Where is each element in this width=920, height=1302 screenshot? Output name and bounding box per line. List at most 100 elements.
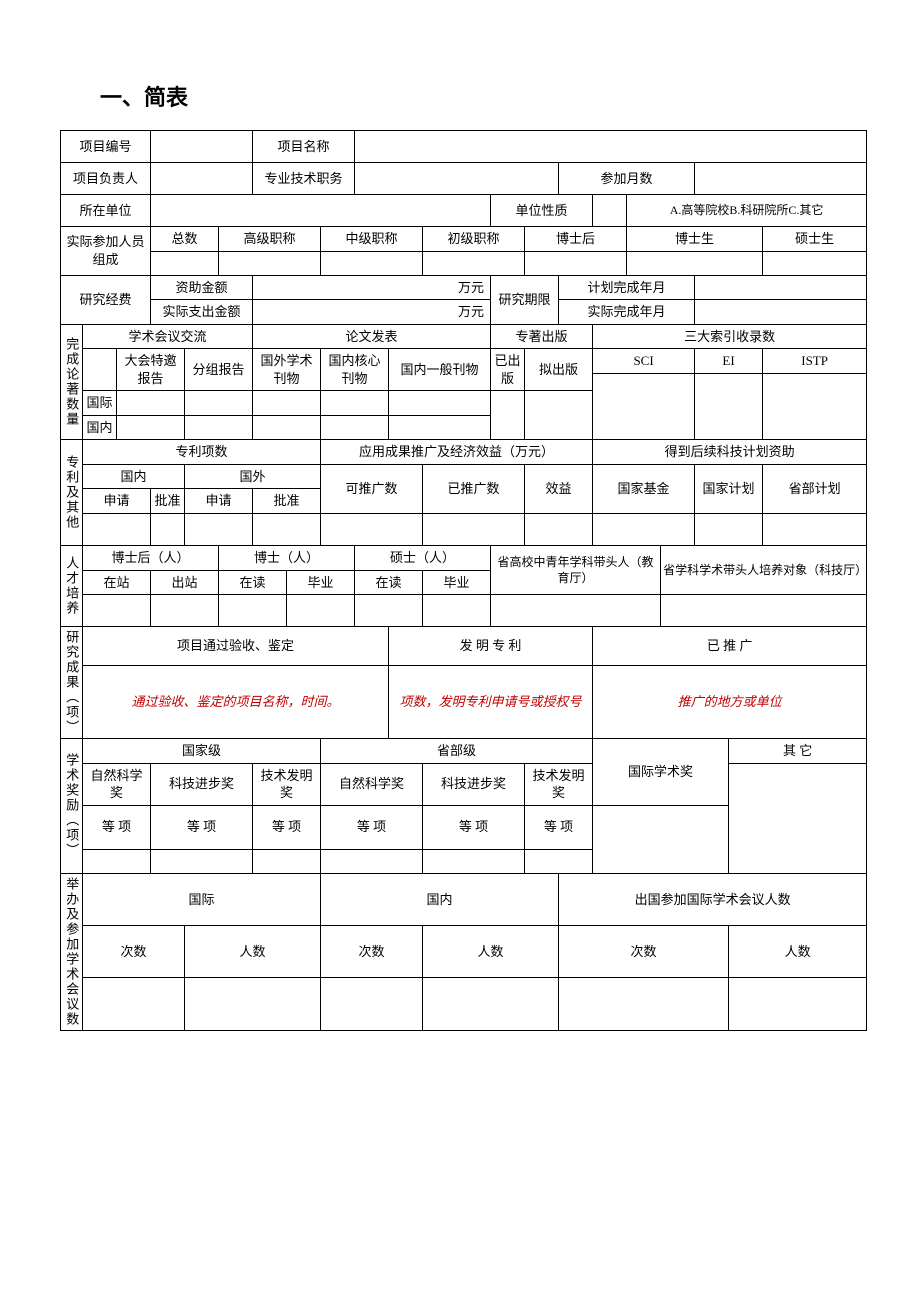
label-paper-pub: 论文发表: [253, 324, 491, 349]
grade-tech-inv-p: 等 项: [525, 805, 593, 849]
value-nat-sci-p: [321, 849, 423, 873]
value-istp: [763, 373, 867, 440]
label-tech-inv-p: 技术发明奖: [525, 763, 593, 805]
value-ms: [763, 251, 867, 275]
label-intl-conf: 国际: [83, 873, 321, 925]
label-to-publish: 拟出版: [525, 349, 593, 391]
label-actual-spend: 实际支出金额: [151, 300, 253, 325]
label-awards: 学术奖励（项）: [61, 739, 83, 874]
label-pi: 项目负责人: [61, 163, 151, 195]
value-tech-prog-p: [423, 849, 525, 873]
label-org-type-options: A.高等院校B.科研院所C.其它: [627, 195, 867, 227]
value-months: [695, 163, 867, 195]
label-mid: 中级职称: [321, 227, 423, 252]
label-nat-sci-n: 自然科学奖: [83, 763, 151, 805]
value-reading1: [219, 595, 287, 627]
label-prov-leader1: 省高校中青年学科带头人（教育厅）: [491, 546, 661, 595]
value-junior: [423, 251, 525, 275]
value-intl-group: [185, 391, 253, 416]
label-abroad-conf: 出国参加国际学术会议人数: [559, 873, 867, 925]
label-followup: 得到后续科技计划资助: [593, 440, 867, 465]
value-senior: [219, 251, 321, 275]
value-abroad-times: [559, 978, 729, 1030]
label-pubs: 完成论著数量: [61, 324, 83, 440]
label-dom-apply: 申请: [83, 489, 151, 514]
label-org-type: 单位性质: [491, 195, 593, 227]
value-dom-people: [423, 978, 559, 1030]
value-actual-spend: 万元: [253, 300, 491, 325]
value-org-type: [593, 195, 627, 227]
value-intl-core: [321, 391, 389, 416]
value-dom-approve: [151, 514, 185, 546]
label-prov-plan: 省部计划: [763, 464, 867, 513]
label-can-promote: 可推广数: [321, 464, 423, 513]
label-results: 研究成果（项）: [61, 627, 83, 739]
label-general-journal: 国内一般刊物: [389, 349, 491, 391]
label-prov-leader2: 省学科学术带头人培养对象（科技厅）: [661, 546, 867, 595]
value-org: [151, 195, 491, 227]
value-prov-plan: [763, 514, 867, 546]
value-actual-done: [695, 300, 867, 325]
label-promoted2: 已 推 广: [593, 627, 867, 666]
label-mono-pub: 专著出版: [491, 324, 593, 349]
value-total: [151, 251, 219, 275]
label-published: 已出版: [491, 349, 525, 391]
label-project-no: 项目编号: [61, 131, 151, 163]
grade-nat-sci-p: 等 项: [321, 805, 423, 849]
value-to-publish: [525, 391, 593, 440]
label-patent-domestic: 国内: [83, 464, 185, 489]
label-org: 所在单位: [61, 195, 151, 227]
label-out-station: 出站: [151, 570, 219, 595]
value-intl-foreign: [253, 391, 321, 416]
label-period: 研究期限: [491, 275, 559, 324]
label-tech-prog-n: 科技进步奖: [151, 763, 253, 805]
value-ei: [695, 373, 763, 440]
label-ms-p: 硕士（人）: [355, 546, 491, 571]
value-national-plan: [695, 514, 763, 546]
value-out-station: [151, 595, 219, 627]
label-national-plan: 国家计划: [695, 464, 763, 513]
value-other: [729, 763, 867, 873]
label-actual-done: 实际完成年月: [559, 300, 695, 325]
label-total: 总数: [151, 227, 219, 252]
label-invention-patent: 发 明 专 利: [389, 627, 593, 666]
value-can-promote: [321, 514, 423, 546]
label-patent-foreign: 国外: [185, 464, 321, 489]
label-tech-prog-p: 科技进步奖: [423, 763, 525, 805]
value-grant-amount: 万元: [253, 275, 491, 300]
value-dom-core: [321, 415, 389, 440]
label-grad2: 毕业: [423, 570, 491, 595]
label-tech-inv-n: 技术发明奖: [253, 763, 321, 805]
value-intl-times: [83, 978, 185, 1030]
label-other: 其 它: [729, 739, 867, 764]
label-pass-review: 项目通过验收、鉴定: [83, 627, 389, 666]
value-intl-people: [185, 978, 321, 1030]
label-patent-count: 专利项数: [83, 440, 321, 465]
value-tech-inv-p: [525, 849, 593, 873]
label-dom-conf: 国内: [321, 873, 559, 925]
label-intl-people: 人数: [185, 926, 321, 978]
value-national-fund: [593, 514, 695, 546]
page-title: 一、简表: [100, 80, 860, 112]
label-phd-p: 博士（人）: [219, 546, 355, 571]
value-tech-inv-n: [253, 849, 321, 873]
value-intl-keynote: [117, 391, 185, 416]
value-dom-group: [185, 415, 253, 440]
label-months: 参加月数: [559, 163, 695, 195]
value-intl-general: [389, 391, 491, 416]
value-project-name: [355, 131, 867, 163]
value-published: [491, 391, 525, 440]
label-intl-award: 国际学术奖: [593, 739, 729, 806]
label-app-benefit: 应用成果推广及经济效益（万元）: [321, 440, 593, 465]
value-pi: [151, 163, 253, 195]
summary-table: 项目编号 项目名称 项目负责人 专业技术职务 参加月数 所在单位 单位性质 A.…: [60, 130, 867, 1031]
label-ms: 硕士生: [763, 227, 867, 252]
value-for-apply: [185, 514, 253, 546]
label-reading1: 在读: [219, 570, 287, 595]
value-abroad-people: [729, 978, 867, 1030]
label-staff: 实际参加人员组成: [61, 227, 151, 276]
value-promoted: [423, 514, 525, 546]
blank-cell: [83, 349, 117, 391]
value-project-no: [151, 131, 253, 163]
label-phd: 博士生: [627, 227, 763, 252]
